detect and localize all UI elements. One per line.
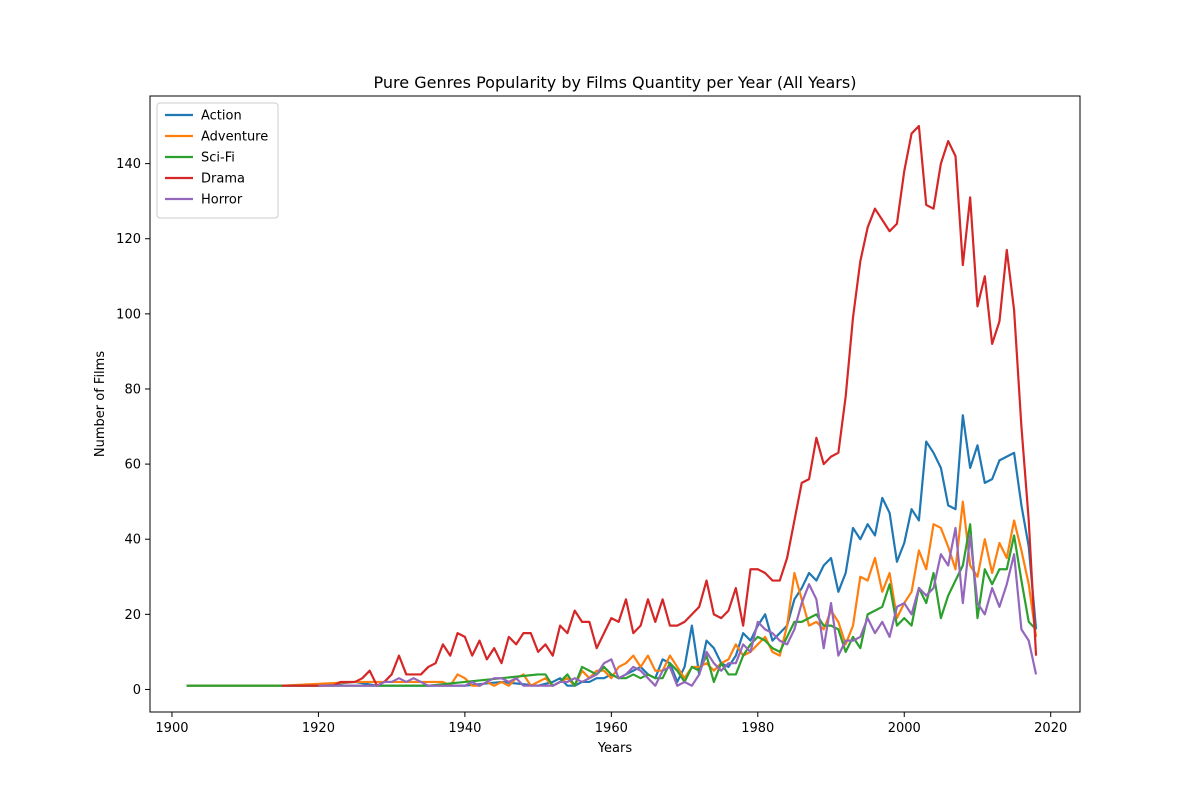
y-tick-label: 0 xyxy=(133,683,141,698)
y-tick-label: 100 xyxy=(116,307,141,322)
series-line-horror xyxy=(318,526,1038,687)
y-tick-label: 80 xyxy=(124,382,141,397)
x-axis: 1900 1920 1940 1960 1980 2000 2020 xyxy=(155,712,1067,736)
legend-label-action: Action xyxy=(201,109,242,124)
y-tick-label: 120 xyxy=(116,232,141,247)
legend-label-drama: Drama xyxy=(201,172,245,187)
legend-label-sci-fi: Sci-Fi xyxy=(201,151,235,166)
y-axis-label: Number of Films xyxy=(93,351,108,457)
legend-label-horror: Horror xyxy=(201,193,243,208)
legend-box xyxy=(156,102,279,219)
x-tick-label: 1940 xyxy=(448,721,481,736)
y-tick-label: 140 xyxy=(116,157,141,172)
series-line-sci-fi xyxy=(186,523,1037,687)
x-tick-label: 2000 xyxy=(888,721,921,736)
y-axis: 0 20 40 60 80 100 120 140 xyxy=(116,157,150,698)
x-axis-label: Years xyxy=(597,741,633,756)
x-tick-label: 1980 xyxy=(741,721,774,736)
x-tick-label: 1960 xyxy=(595,721,628,736)
legend-label-adventure: Adventure xyxy=(201,130,268,145)
x-tick-label: 2020 xyxy=(1034,721,1067,736)
series-layer xyxy=(186,124,1038,687)
y-tick-label: 20 xyxy=(124,608,141,623)
y-tick-label: 60 xyxy=(124,458,141,473)
chart-title: Pure Genres Popularity by Films Quantity… xyxy=(374,73,857,92)
legend: Action Adventure Sci-Fi Drama Horror xyxy=(156,102,279,219)
series-line-drama xyxy=(281,124,1038,687)
x-tick-label: 1900 xyxy=(155,721,188,736)
y-tick-label: 40 xyxy=(124,533,141,548)
axes-frame xyxy=(149,95,1081,713)
x-tick-label: 1920 xyxy=(302,721,335,736)
